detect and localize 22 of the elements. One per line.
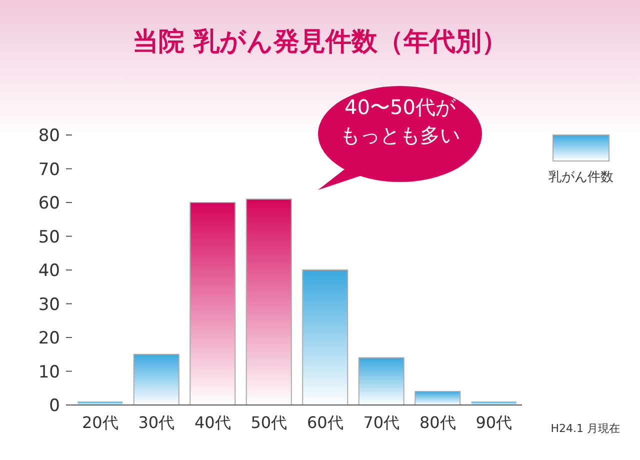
x-tick-label: 20代 (82, 413, 118, 432)
y-tick-label: 60 (38, 194, 60, 214)
text: 40〜50代が (344, 95, 456, 119)
x-tick-label: 50代 (250, 413, 288, 432)
chart-title: 当院 乳がん発見件数（年代別） (132, 27, 508, 57)
y-tick-label: 50 (38, 227, 60, 248)
y-tick-label: 10 (38, 362, 60, 382)
x-tick-label: 70代 (363, 413, 400, 432)
y-tick-label: 70 (38, 160, 60, 180)
y-tick-label: 80 (38, 126, 60, 146)
text: H24.1 月現在 (550, 422, 620, 435)
y-tick-label: 40 (38, 261, 60, 281)
x-tick-label: 40代 (194, 413, 231, 432)
x-tick-label: 90代 (476, 413, 512, 432)
x-tick-label: 60代 (306, 413, 344, 432)
y-tick-label: 20 (38, 328, 60, 348)
legend-label: 乳がん件数 (548, 170, 614, 185)
y-tick-label: 30 (38, 294, 60, 315)
y-tick-label: 0 (49, 396, 60, 416)
x-tick-label: 80代 (419, 413, 456, 432)
x-tick-label: 30代 (138, 413, 175, 432)
annotation: もっとも多い (340, 123, 460, 147)
